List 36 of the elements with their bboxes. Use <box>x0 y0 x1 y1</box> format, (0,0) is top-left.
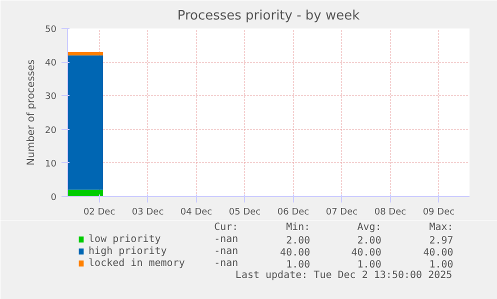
legend-label: low priority <box>88 234 161 245</box>
text: 1.00 <box>286 260 310 270</box>
chart-title: Processes priority - by week <box>177 8 360 24</box>
text: 40.00 <box>351 248 382 258</box>
text: -nan <box>214 234 238 245</box>
x-tick-label: 03 Dec <box>132 208 164 218</box>
y-tick-label: 20 <box>45 126 57 136</box>
y-axis-title: Number of processes <box>26 60 38 166</box>
text: 2.00 <box>357 236 382 246</box>
text: 1.00 <box>429 260 454 270</box>
x-tick-label: 06 Dec <box>277 208 310 218</box>
text: 2.00 <box>286 236 310 246</box>
legend-label: high priority <box>88 246 167 257</box>
x-tick-label: 08 Dec <box>374 208 406 218</box>
x-tick-label: 02 Dec <box>83 208 116 218</box>
text: Max: <box>429 222 454 233</box>
text: 2.97 <box>429 236 454 246</box>
x-tick-label: 07 Dec <box>326 208 358 218</box>
y-tick-label: 10 <box>45 159 57 170</box>
y-tick-label: 40 <box>45 58 57 69</box>
x-tick-label: 09 Dec <box>422 208 455 218</box>
text: Avg: <box>357 222 382 233</box>
text: -nan <box>214 258 238 269</box>
text: Cur: <box>214 222 238 233</box>
text: -nan <box>214 246 238 257</box>
y-tick-label: 50 <box>45 25 57 35</box>
text: Min: <box>286 222 310 233</box>
y-tick-label: 30 <box>45 92 57 102</box>
legend-label: locked in memory <box>88 258 185 269</box>
text: 40.00 <box>423 248 454 258</box>
text: 40.00 <box>280 248 310 258</box>
y-tick-label: 0 <box>50 193 57 203</box>
text: Last update: Tue Dec 2 13:50:00 2025 <box>235 270 452 281</box>
x-tick-label: 05 Dec <box>228 208 261 218</box>
x-tick-label: 04 Dec <box>180 208 212 218</box>
text: 1.00 <box>357 260 382 270</box>
